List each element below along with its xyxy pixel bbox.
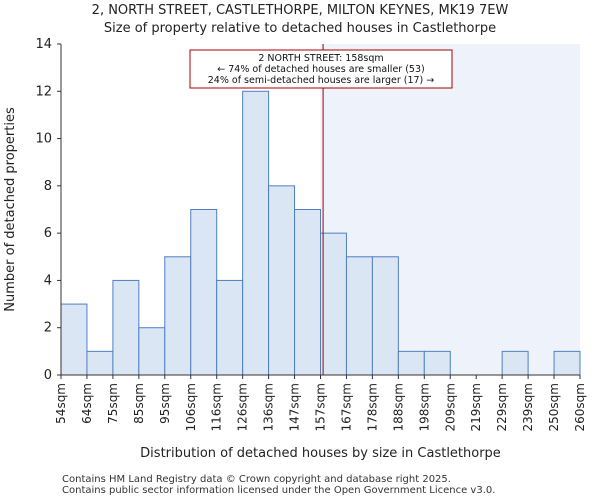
x-tick-label-229sqm: 229sqm	[495, 383, 509, 431]
x-tick-label-188sqm: 188sqm	[391, 383, 405, 431]
bar-64sqm	[86, 350, 114, 376]
chart-title-line2: Size of property relative to detached ho…	[103, 21, 497, 36]
x-tick-label-250sqm: 250sqm	[547, 383, 561, 431]
x-tick-label-106sqm: 106sqm	[184, 383, 198, 431]
annotation-line2: ← 74% of detached houses are smaller (53…	[217, 64, 424, 75]
bar-250sqm	[553, 350, 581, 376]
annotation-box	[189, 49, 453, 89]
x-tick-label-209sqm: 209sqm	[443, 383, 457, 431]
x-tick-label-136sqm: 136sqm	[262, 383, 276, 431]
bar-198sqm	[423, 350, 451, 376]
y-tick-label-14: 14	[35, 37, 52, 52]
bar-136sqm	[268, 185, 296, 376]
bar-106sqm	[190, 209, 218, 376]
x-tick-label-64sqm: 64sqm	[80, 383, 94, 424]
x-tick-label-167sqm: 167sqm	[339, 383, 353, 431]
x-tick-label-178sqm: 178sqm	[365, 383, 379, 431]
y-tick-label-2: 2	[44, 321, 52, 336]
bar-178sqm	[371, 256, 399, 376]
x-axis-title: Distribution of detached houses by size …	[140, 446, 501, 461]
footer-line2: Contains public sector information licen…	[62, 485, 496, 496]
bar-157sqm	[320, 232, 347, 376]
footer-line1: Contains HM Land Registry data © Crown c…	[62, 474, 451, 485]
bar-147sqm	[294, 209, 321, 376]
x-tick-label-126sqm: 126sqm	[236, 383, 250, 431]
y-tick-label-8: 8	[44, 179, 52, 194]
bar-229sqm	[501, 350, 529, 376]
x-tick-label-198sqm: 198sqm	[417, 383, 431, 431]
x-tick-label-75sqm: 75sqm	[106, 383, 120, 424]
y-tick-label-0: 0	[44, 368, 52, 383]
bar-116sqm	[216, 279, 244, 376]
bar-188sqm	[397, 350, 425, 376]
chart-title-line1: 2, NORTH STREET, CASTLETHORPE, MILTON KE…	[91, 3, 509, 18]
bar-54sqm	[60, 303, 88, 376]
bar-126sqm	[242, 90, 270, 376]
x-tick-label-260sqm: 260sqm	[573, 383, 587, 431]
y-tick-label-10: 10	[35, 132, 52, 147]
bar-75sqm	[112, 279, 140, 376]
y-tick-label-12: 12	[35, 84, 52, 99]
x-tick-label-157sqm: 157sqm	[314, 383, 328, 431]
y-tick-label-4: 4	[44, 273, 52, 288]
x-tick-label-95sqm: 95sqm	[158, 383, 172, 424]
annotation-line3: 24% of semi-detached houses are larger (…	[208, 75, 435, 86]
x-tick-label-85sqm: 85sqm	[132, 383, 146, 424]
x-tick-label-219sqm: 219sqm	[469, 383, 483, 431]
x-tick-label-116sqm: 116sqm	[210, 383, 224, 431]
x-tick-label-54sqm: 54sqm	[54, 383, 68, 424]
annotation-line1: 2 NORTH STREET: 158sqm	[258, 53, 383, 64]
bar-95sqm	[164, 256, 192, 376]
bar-85sqm	[138, 327, 166, 376]
x-tick-label-147sqm: 147sqm	[288, 383, 302, 431]
bar-167sqm	[345, 256, 373, 376]
y-tick-label-6: 6	[44, 226, 52, 241]
x-tick-label-239sqm: 239sqm	[521, 383, 535, 431]
y-axis-title: Number of detached properties	[3, 107, 18, 312]
